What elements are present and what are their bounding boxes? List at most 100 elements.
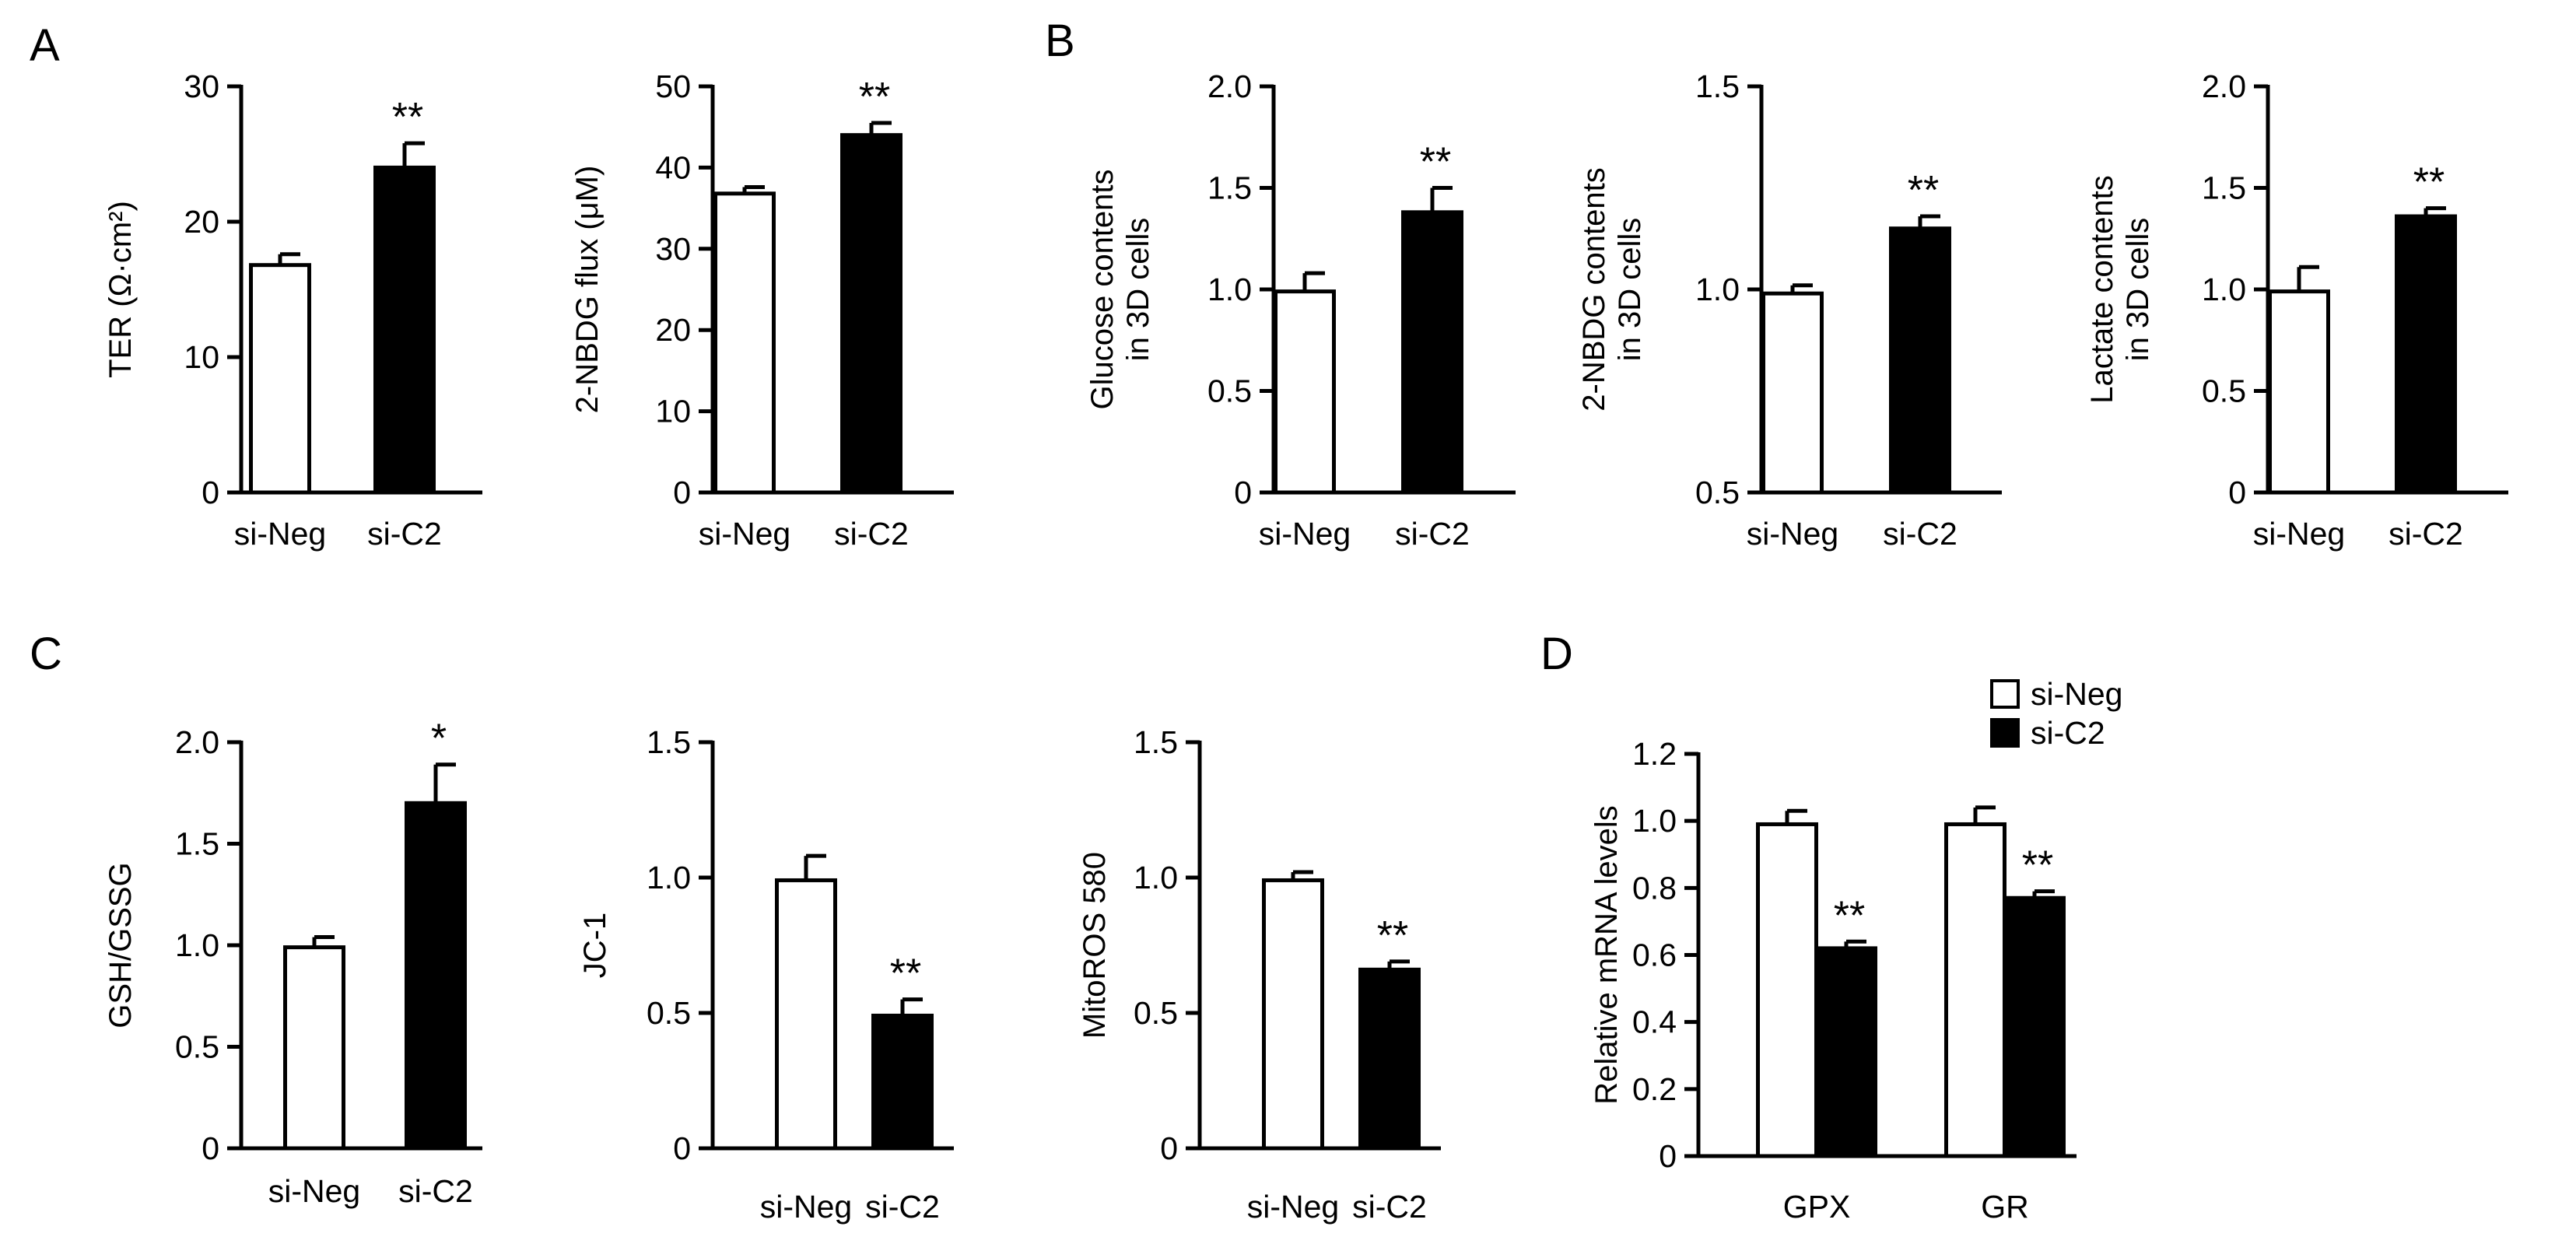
significance-label: ** [2022,843,2053,888]
bar [1358,967,1421,1151]
y-axis-title: in 3D cells [1613,218,1647,362]
x-tick-label: si-C2 [1883,516,1957,552]
significance-label: ** [1377,913,1408,958]
bar [1815,946,1877,1158]
significance-label: ** [1420,140,1451,185]
y-tick-label: 20 [655,312,691,348]
bar [373,165,436,495]
y-tick-label: 0.5 [1695,475,1740,510]
x-tick-label: si-C2 [1352,1189,1427,1225]
significance-label: ** [392,95,423,140]
bar [713,191,776,495]
chart-3: 0 0.5 1.0 1.5 2.0 Glucose contents in 3D cells… [1085,68,1516,552]
x-tick-label: si-Neg [1747,516,1838,552]
x-tick-label: GR [1981,1189,2029,1225]
y-tick-label: 1.0 [1207,272,1252,307]
y-axis-title: Relative mRNA levels [1589,805,1624,1105]
y-tick-label: 0 [202,1130,219,1166]
significance-label: ** [2413,160,2445,205]
bar [840,133,902,495]
y-tick-label: 1.0 [1632,803,1677,839]
bar [775,878,837,1151]
x-tick-label: si-Neg [1259,516,1351,552]
panel-label-c: C [30,629,62,679]
y-tick-label: 30 [184,68,219,104]
y-tick-label: 1.5 [1695,68,1740,104]
bar [1274,289,1336,495]
y-tick-label: 1.0 [1695,272,1740,307]
y-tick-label: 1.5 [1134,724,1178,760]
significance-label: ** [1834,893,1865,938]
x-tick-label: si-Neg [268,1173,360,1209]
bar [871,1013,934,1151]
y-tick-label: 0.8 [1632,870,1677,906]
y-axis-title: Glucose contents [1085,169,1120,409]
x-tick-label: si-C2 [2388,516,2463,552]
bar [1262,878,1324,1151]
y-tick-label: 2.0 [1207,68,1252,104]
y-axis-title: MitoROS 580 [1078,852,1112,1039]
bar [1889,226,1951,495]
y-tick-label: 0.5 [175,1029,219,1065]
y-tick-label: 0 [1659,1138,1677,1174]
y-tick-label: 20 [184,204,219,240]
y-tick-label: 1.0 [175,927,219,963]
y-tick-label: 2.0 [2202,68,2246,104]
y-axis-title: in 3D cells [1121,218,1155,362]
x-tick-label: GPX [1783,1189,1851,1225]
y-tick-label: 0.4 [1632,1004,1677,1040]
y-tick-label: 0.5 [1134,995,1178,1031]
y-tick-label: 10 [655,394,691,429]
y-tick-label: 0.5 [1207,373,1252,409]
x-tick-label: si-C2 [865,1189,940,1225]
bar [1944,822,2006,1158]
panel-label-d: D [1540,629,1573,679]
y-tick-label: 50 [655,68,691,104]
legend-label: si-Neg [2031,676,2122,712]
y-tick-label: 0.2 [1632,1071,1677,1107]
chart-5: 0 0.5 1.0 1.5 2.0 Lactate contents in 3D cells… [2085,68,2508,552]
bar [249,263,311,495]
x-tick-label: si-Neg [760,1189,852,1225]
significance-label: ** [1908,168,1939,213]
x-tick-label: si-C2 [1395,516,1470,552]
y-tick-label: 1.5 [1207,170,1252,206]
chart-7: 0 0.5 1.0 1.5 JC-1 si-Neg si-C2 ** [578,724,954,1225]
bar [1761,291,1824,495]
x-tick-label: si-C2 [367,516,442,552]
bar [2395,214,2457,495]
x-tick-label: si-C2 [834,516,909,552]
y-tick-label: 1.0 [647,860,691,895]
y-axis-title: GSH/GSSG [103,862,138,1028]
y-tick-label: 1.5 [2202,170,2246,206]
x-tick-label: si-Neg [2253,516,2345,552]
y-axis-title: JC-1 [578,913,612,978]
bar [1756,822,1818,1158]
y-tick-label: 1.5 [647,724,691,760]
bar [405,801,467,1151]
y-axis-title: Lactate contents [2085,175,2119,404]
legend-swatch [1990,679,2020,709]
y-tick-label: 40 [655,149,691,185]
y-tick-label: 0 [673,1130,691,1166]
x-tick-label: si-Neg [234,516,326,552]
chart-6: 0 0.5 1.0 1.5 2.0 GSH/GSSG si-Neg si-C2 * [103,717,482,1209]
y-tick-label: 30 [655,231,691,267]
y-tick-label: 0 [1234,475,1252,510]
y-tick-label: 0 [1160,1130,1178,1166]
x-tick-label: si-Neg [1247,1189,1339,1225]
y-tick-label: 1.5 [175,826,219,862]
y-tick-label: 10 [184,339,219,375]
y-tick-label: 0 [202,475,219,510]
bar [2003,895,2066,1158]
y-axis-title: TER (Ω·cm²) [103,201,138,378]
y-tick-label: 2.0 [175,724,219,760]
y-axis-title: 2-NBDG contents [1577,167,1611,411]
significance-label: ** [859,75,890,120]
y-tick-label: 0 [673,475,691,510]
y-tick-label: 0.6 [1632,937,1677,973]
y-tick-label: 1.0 [2202,272,2246,307]
bar [283,945,345,1151]
